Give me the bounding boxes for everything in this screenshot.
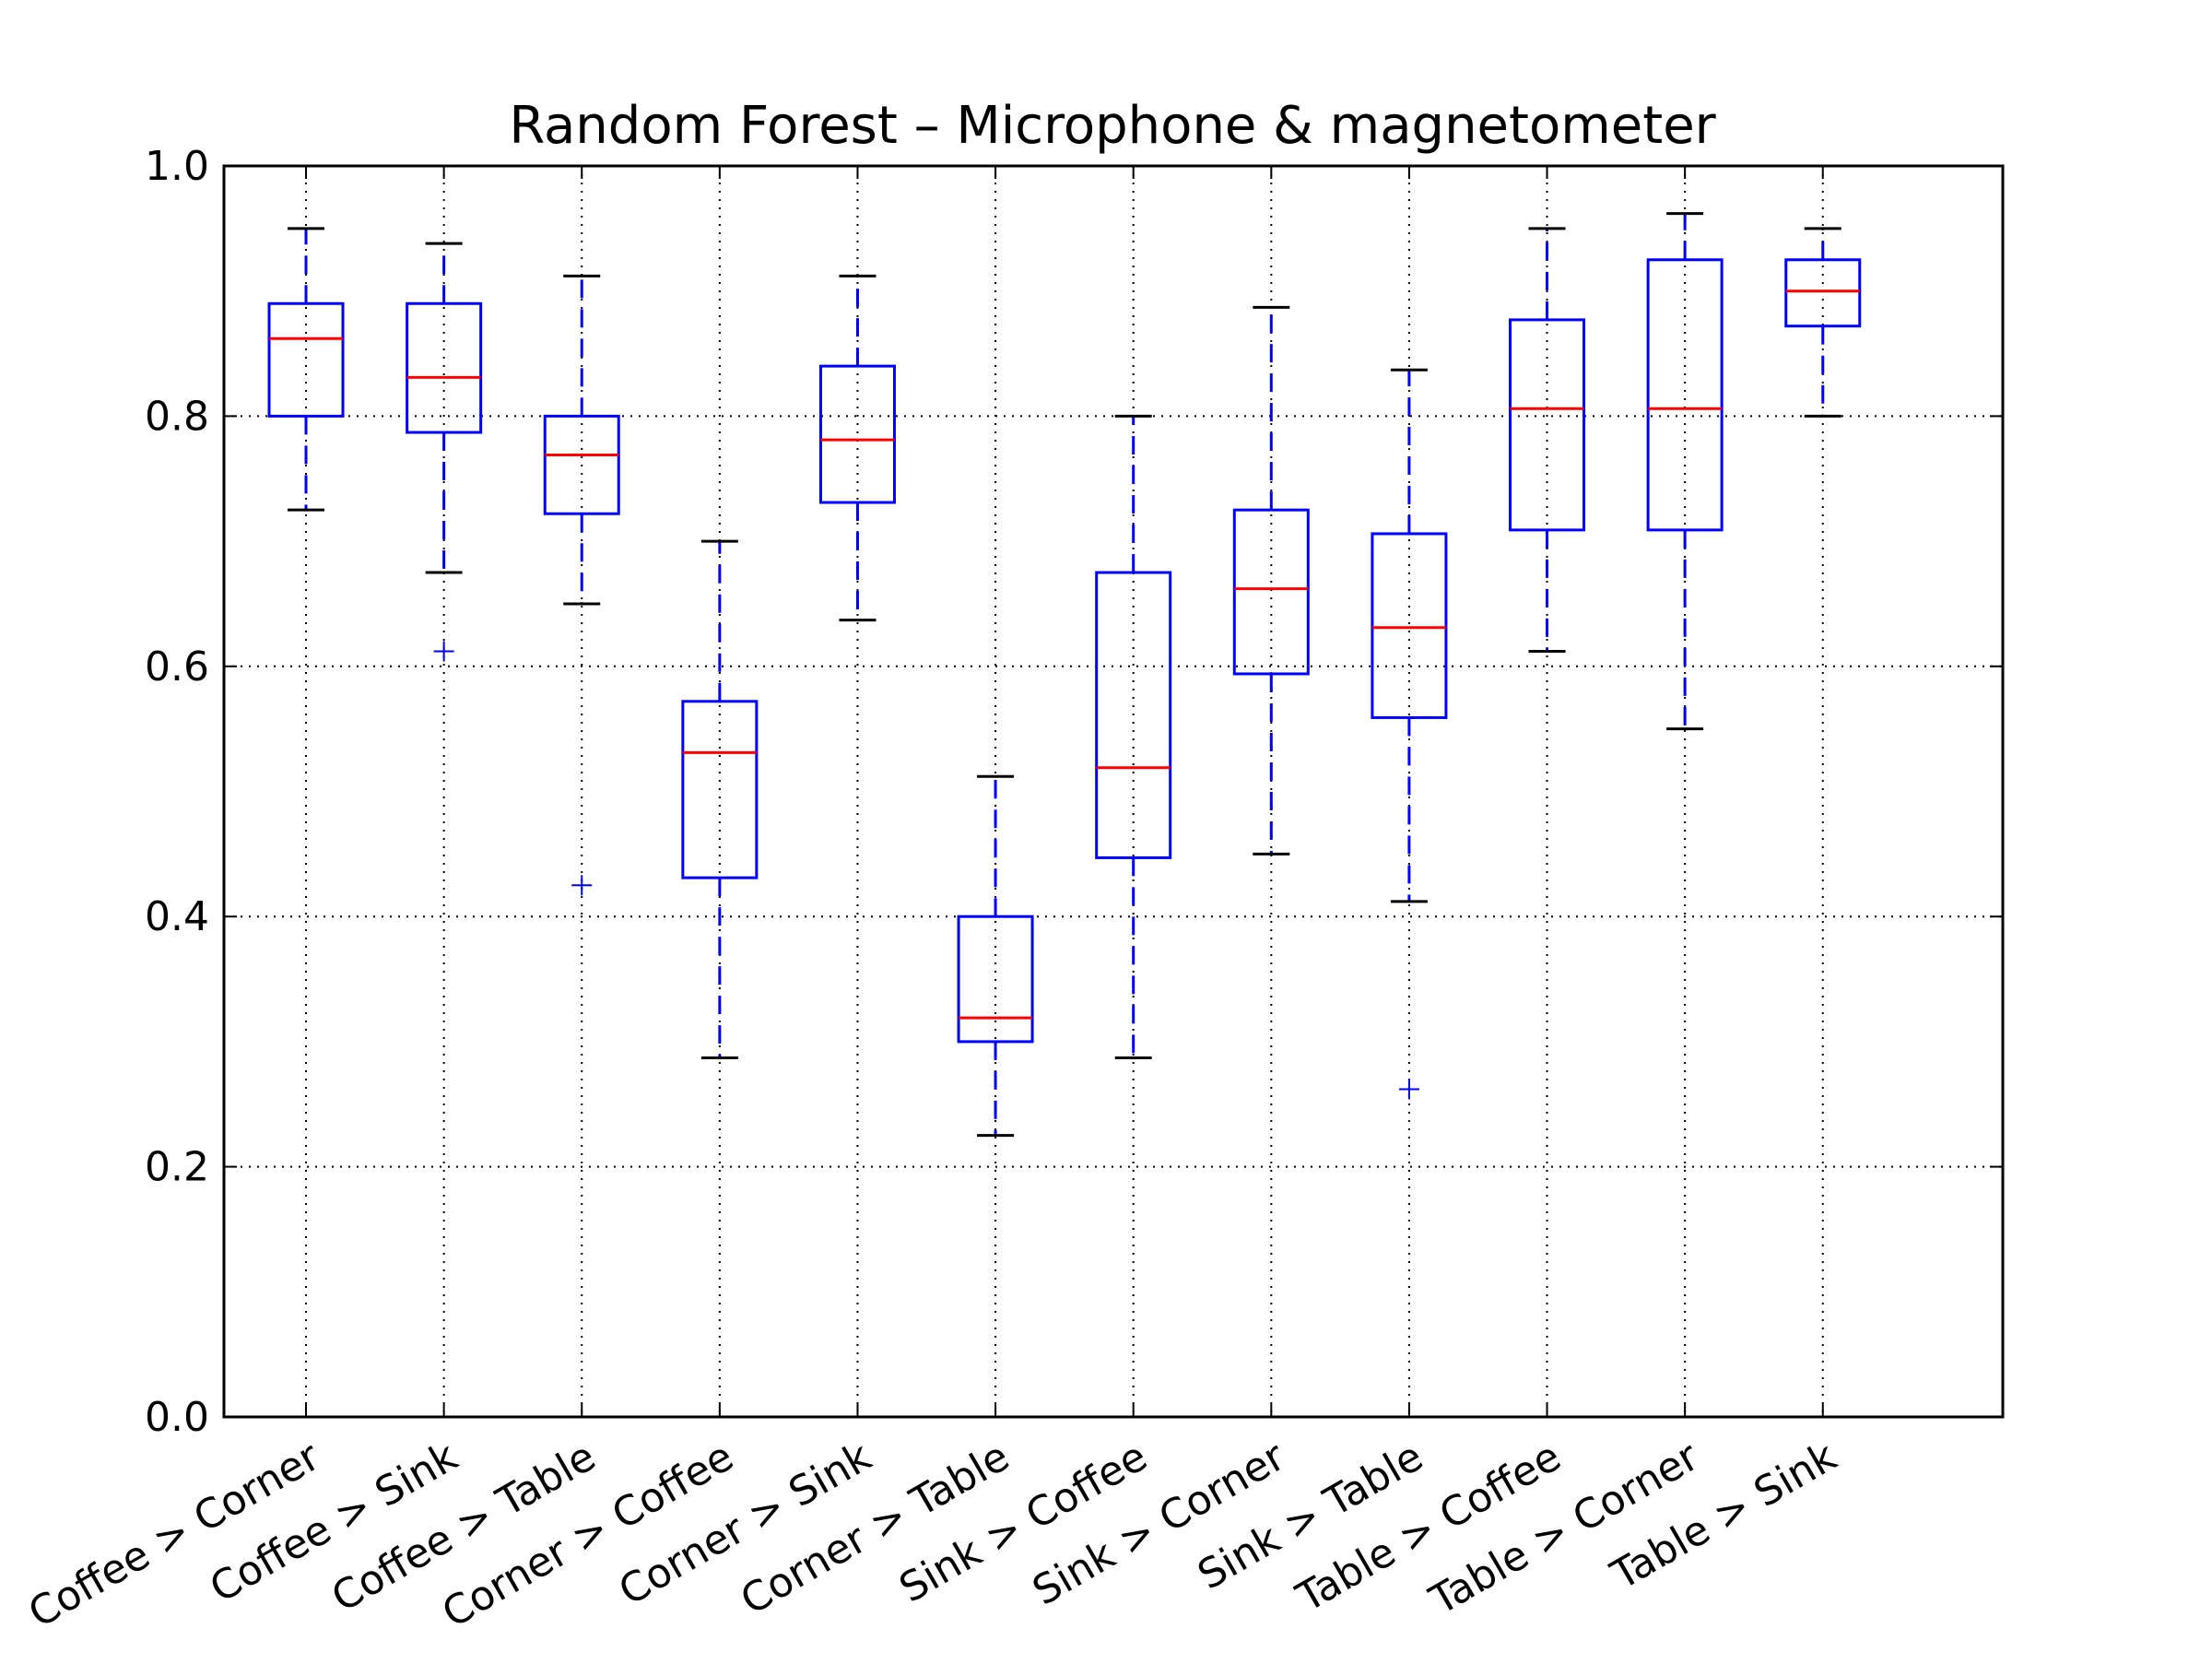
- box-iqr: [406, 301, 483, 434]
- outlier-marker: [571, 875, 593, 896]
- box-plot: [1646, 212, 1724, 731]
- box-iqr: [1371, 532, 1448, 719]
- box-plot: [406, 242, 483, 662]
- box-plot: [1509, 227, 1586, 654]
- box-iqr: [1232, 508, 1310, 676]
- box-iqr: [543, 414, 620, 515]
- y-tick-label: 0.6: [145, 643, 209, 690]
- box-plot: [957, 774, 1034, 1138]
- box-plot: [818, 274, 896, 622]
- box-plot: [1371, 368, 1448, 1100]
- chart-title: Random Forest – Microphone & magnetomete…: [509, 96, 1716, 156]
- box-plot: [1232, 305, 1310, 856]
- box-plot: [1095, 414, 1172, 1060]
- box-iqr: [1784, 258, 1862, 328]
- axes-layer: [222, 164, 2005, 1419]
- y-tick-label: 0.2: [145, 1144, 209, 1191]
- box-plot: [1784, 227, 1862, 418]
- box-iqr: [818, 364, 896, 504]
- y-tick-label: 0.4: [145, 893, 209, 940]
- outlier-marker: [433, 641, 454, 662]
- box-iqr: [681, 700, 759, 879]
- y-tick-label: 0.8: [145, 393, 209, 440]
- box-plot: [267, 227, 345, 512]
- box-iqr: [1646, 258, 1724, 532]
- box-iqr: [267, 301, 345, 418]
- y-tick-label: 0.0: [145, 1394, 209, 1441]
- axes-frame: [222, 164, 2005, 1419]
- outlier-marker: [1398, 1079, 1419, 1100]
- box-plot: [543, 274, 620, 896]
- boxes-layer: [267, 212, 1862, 1138]
- box-plot: [681, 539, 759, 1060]
- box-iqr: [1095, 571, 1172, 859]
- y-tick-label: 1.0: [145, 143, 209, 190]
- box-iqr: [957, 915, 1034, 1044]
- grid-layer: [224, 166, 2003, 1417]
- box-iqr: [1509, 318, 1586, 532]
- y-ticks: 0.0 0.2 0.4 0.6 0.8 1.0: [145, 143, 209, 1441]
